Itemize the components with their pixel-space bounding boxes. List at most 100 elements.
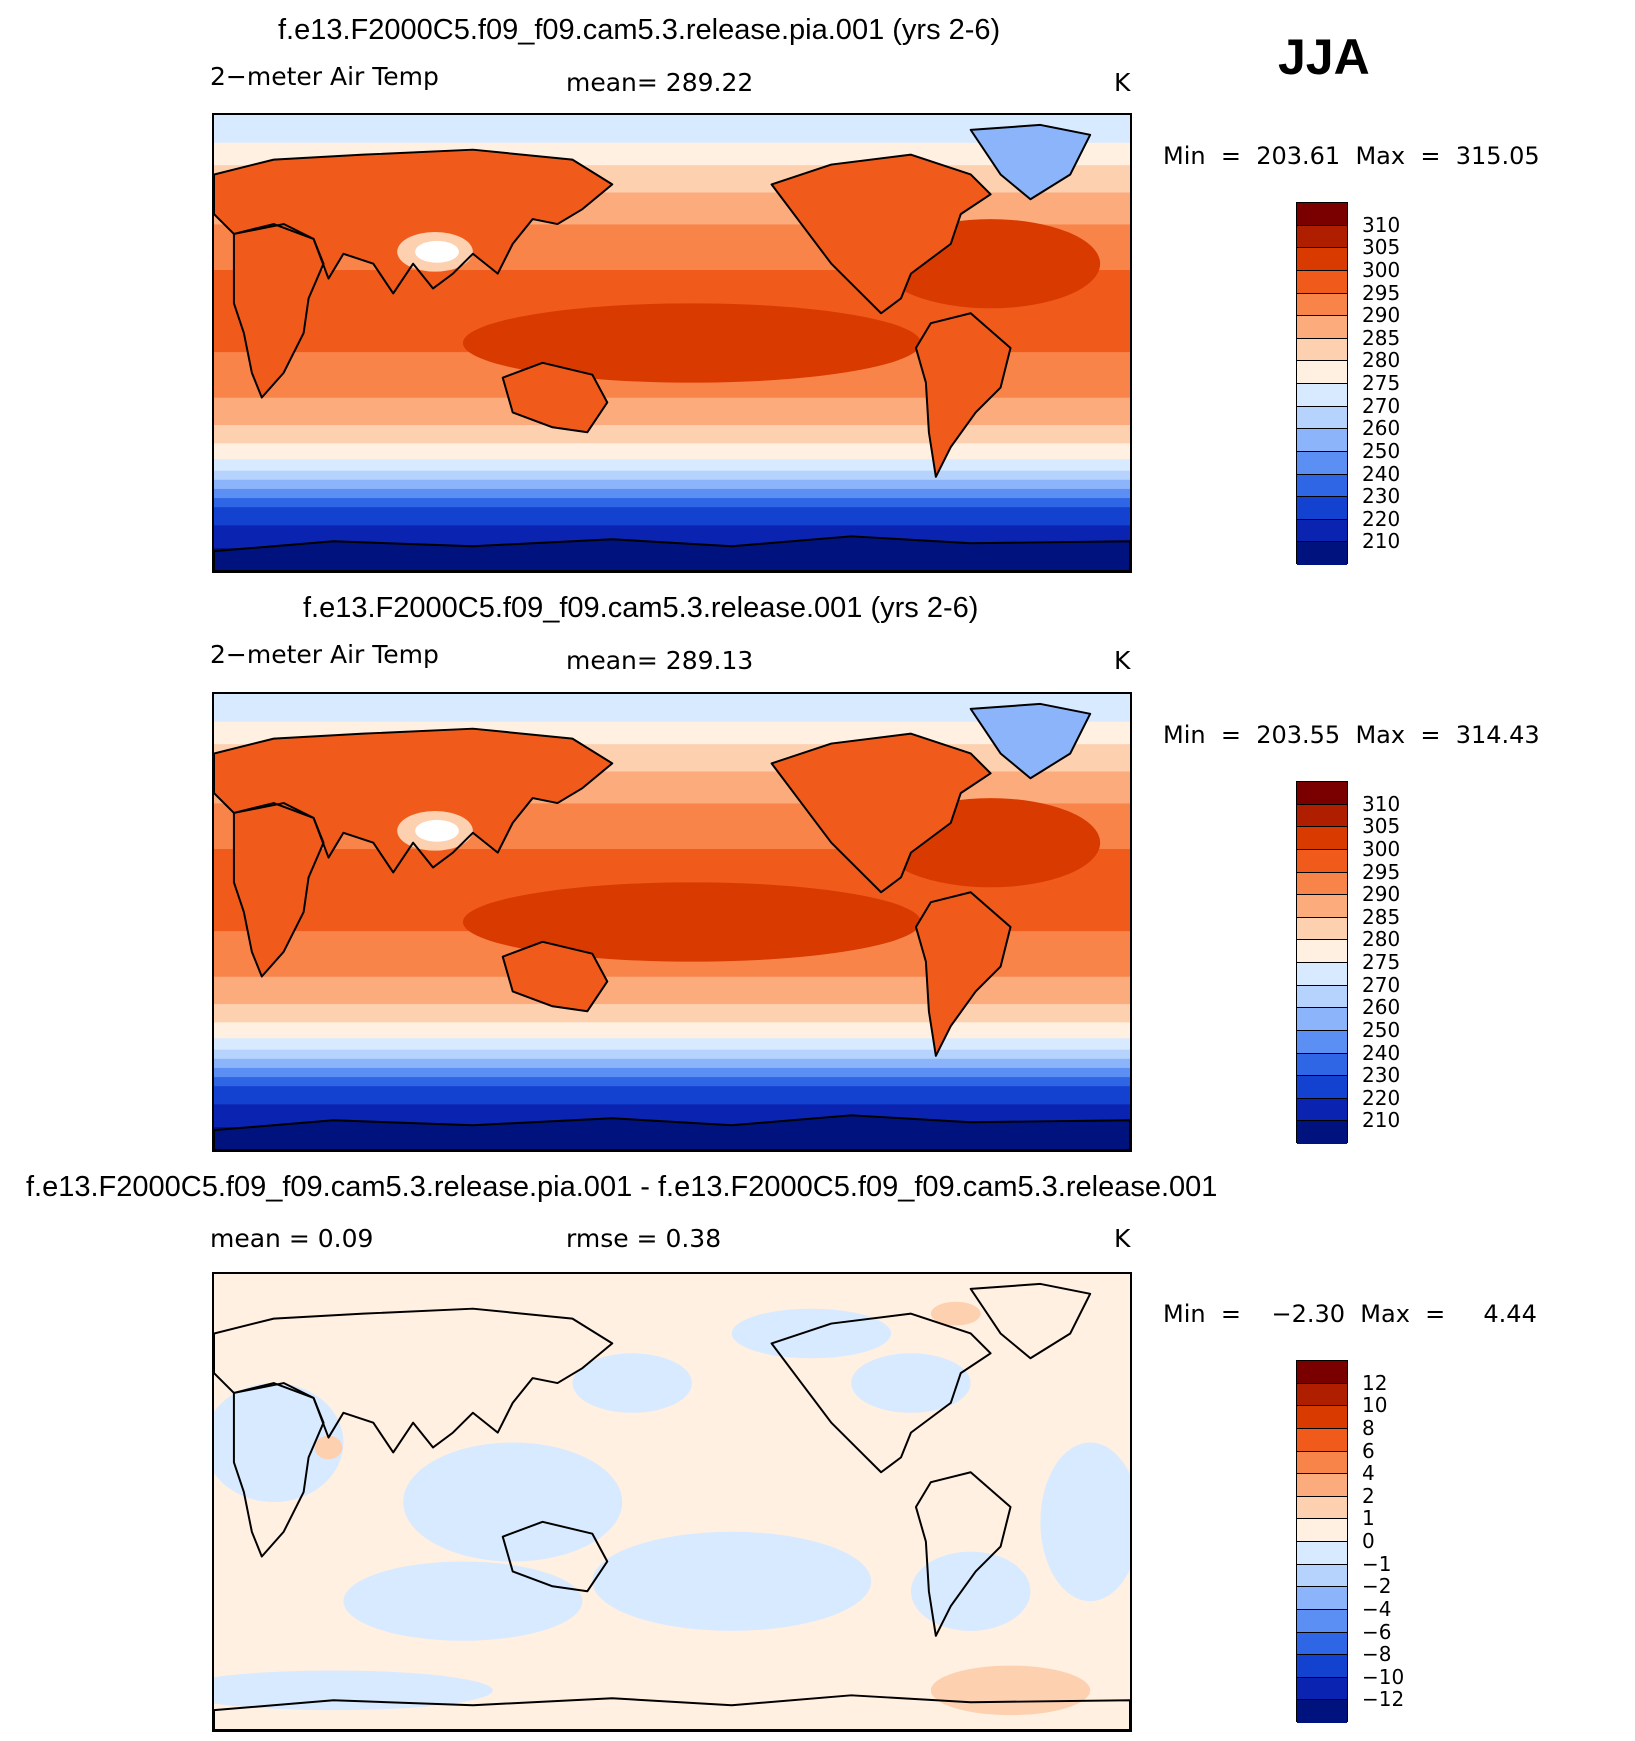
land-fill — [233, 224, 324, 398]
colorbar-swatch — [1297, 1474, 1347, 1497]
panel-3-mean: mean = 0.09 — [210, 1224, 374, 1253]
colorbar-swatch — [1297, 895, 1347, 918]
coastline — [770, 1312, 992, 1474]
colorbar-tick-label: 220 — [1362, 506, 1401, 531]
land-fill — [214, 728, 613, 873]
coastline — [214, 148, 614, 295]
colorbar-swatch — [1297, 1383, 1347, 1407]
colorbar-tick-label: 12 — [1362, 1370, 1388, 1395]
colorbar-swatch — [1297, 338, 1347, 362]
colorbar-tick-label: 240 — [1362, 1040, 1401, 1065]
temperature-band — [214, 1067, 1130, 1079]
coastline — [501, 1520, 609, 1593]
temperature-band — [214, 1077, 1130, 1088]
land-fill — [771, 154, 991, 314]
map-canvas — [214, 115, 1130, 571]
colorbar-tick-label: −2 — [1362, 1574, 1392, 1599]
colorbar-swatch — [1297, 1677, 1347, 1701]
colorbar-tick-label: −12 — [1362, 1687, 1405, 1712]
land-fill — [502, 362, 608, 433]
plateau-core — [415, 819, 459, 842]
colorbar-swatch — [1297, 1700, 1347, 1723]
colorbar-swatch — [1297, 1655, 1347, 1678]
coastline — [214, 1114, 1130, 1150]
temperature-band — [214, 443, 1130, 461]
panel-3-minmax: Min = −2.30 Max = 4.44 — [1163, 1300, 1537, 1328]
colorbar-tick-label: 285 — [1362, 904, 1401, 929]
colorbar-swatch — [1297, 406, 1347, 430]
panel-2-minmax: Min = 203.55 Max = 314.43 — [1163, 721, 1540, 749]
colorbar-tick-label: 250 — [1362, 1017, 1401, 1042]
colorbar-swatch — [1297, 316, 1347, 339]
colorbar-tick-label: −10 — [1362, 1664, 1405, 1689]
colorbar-swatch — [1297, 1098, 1347, 1122]
warm-pool — [462, 303, 921, 383]
coastline — [969, 702, 1092, 780]
colorbar-tick-label: 295 — [1362, 859, 1401, 884]
temperature-band — [214, 1038, 1130, 1051]
colorbar-tick-label: 300 — [1362, 257, 1401, 282]
positive-anomaly — [314, 1435, 343, 1460]
land-fill — [915, 892, 1011, 1056]
colorbar-tick-label: 295 — [1362, 280, 1401, 305]
colorbar-tick-label: 2 — [1362, 1483, 1375, 1508]
colorbar-tick-label: 280 — [1362, 348, 1401, 373]
colorbar-swatch — [1297, 782, 1347, 805]
colorbar-swatch — [1297, 940, 1347, 963]
colorbar-swatch — [1297, 270, 1347, 294]
colorbar-tick-label: 275 — [1362, 950, 1401, 974]
colorbar-swatch — [1297, 293, 1347, 317]
coastline — [501, 361, 609, 434]
coastline — [214, 535, 1130, 571]
colorbar-swatch — [1297, 384, 1347, 407]
panel-3-map — [212, 1272, 1132, 1732]
coastline — [914, 312, 1012, 478]
colorbar-tick-label: 210 — [1362, 529, 1401, 554]
colorbar-swatch — [1297, 1030, 1347, 1054]
negative-anomaly — [214, 1670, 493, 1711]
coastline — [914, 1471, 1012, 1637]
panel-2-title: f.e13.F2000C5.f09_f09.cam5.3.release.001… — [303, 592, 979, 624]
colorbar-swatch — [1297, 963, 1347, 986]
land-fill — [214, 536, 1130, 571]
coastline — [969, 123, 1092, 201]
panel-2-mean: mean= 289.13 — [566, 646, 754, 675]
colorbar-tick-label: 0 — [1362, 1529, 1375, 1553]
colorbar-tick-label: 10 — [1362, 1393, 1388, 1418]
colorbar-swatch — [1297, 917, 1347, 941]
colorbar-swatch — [1297, 474, 1347, 498]
temperature-band — [214, 1004, 1130, 1024]
difference-background — [214, 1274, 1130, 1730]
colorbar-swatch — [1297, 451, 1347, 475]
map-canvas — [214, 1274, 1130, 1730]
negative-anomaly — [403, 1442, 623, 1562]
panel-1-units: K — [1114, 68, 1131, 97]
panel-3-rmse: rmse = 0.38 — [566, 1224, 722, 1253]
land-fill — [771, 733, 991, 893]
colorbar-tick-label: 280 — [1362, 927, 1401, 952]
colorbar-swatch — [1297, 1076, 1347, 1099]
panel-2-map — [212, 692, 1132, 1152]
colorbar-swatch — [1297, 497, 1347, 520]
negative-anomaly — [910, 1551, 1031, 1631]
colorbar-swatch — [1297, 225, 1347, 249]
land-fill — [502, 941, 608, 1012]
colorbar-tick-label: 250 — [1362, 438, 1401, 463]
season-label: JJA — [1278, 29, 1370, 85]
colorbar-swatch — [1297, 1361, 1347, 1384]
colorbar-swatch — [1297, 1428, 1347, 1452]
panel-1-mean: mean= 289.22 — [566, 68, 754, 97]
colorbar-swatch — [1297, 203, 1347, 226]
map-canvas — [214, 694, 1130, 1150]
colorbar-swatch — [1297, 248, 1347, 271]
panel-2-colorbar — [1296, 781, 1348, 1144]
colorbar-tick-label: 260 — [1362, 416, 1401, 441]
colorbar-swatch — [1297, 804, 1347, 828]
colorbar-tick-label: 310 — [1362, 791, 1401, 816]
colorbar-swatch — [1297, 1542, 1347, 1565]
colorbar-tick-label: −8 — [1362, 1642, 1392, 1667]
colorbar-tick-label: −4 — [1362, 1596, 1392, 1621]
colorbar-swatch — [1297, 361, 1347, 384]
colorbar-swatch — [1297, 519, 1347, 543]
coastline — [501, 940, 609, 1013]
